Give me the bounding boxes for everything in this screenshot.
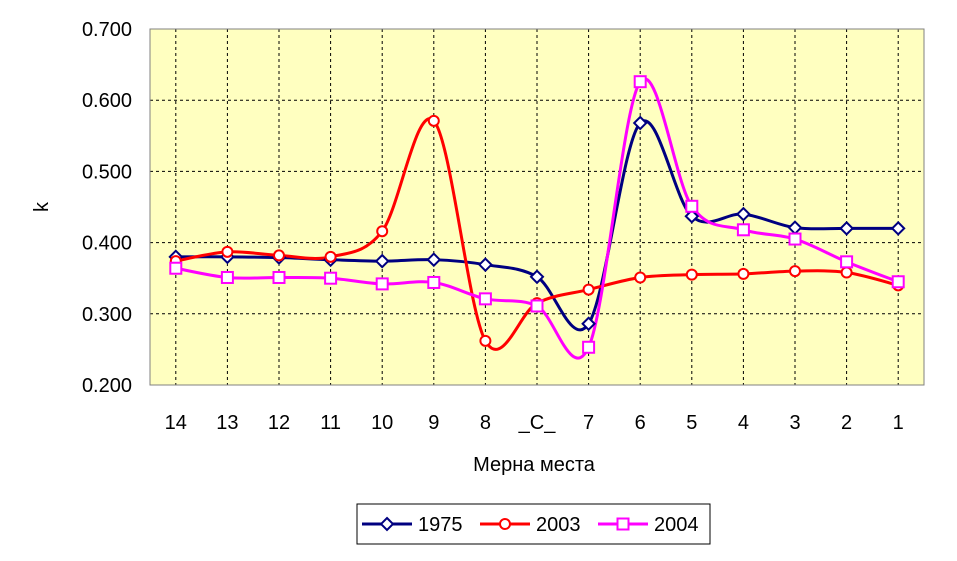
data-point-1975 bbox=[426, 252, 442, 268]
data-point-2004 bbox=[375, 277, 389, 291]
gridlines bbox=[150, 28, 924, 386]
data-point-2004 bbox=[891, 275, 905, 289]
data-point-2004 bbox=[633, 75, 647, 89]
y-axis-title: k bbox=[31, 201, 53, 212]
legend: 1975 2003 2004 bbox=[362, 514, 699, 536]
x-tick-label: 7 bbox=[583, 412, 594, 434]
series-line-2003 bbox=[175, 117, 899, 351]
data-point-2004 bbox=[169, 261, 183, 275]
legend-marker-1975 bbox=[379, 516, 395, 532]
y-tick-label: 0.300 bbox=[82, 304, 132, 326]
y-tick-label: 0.700 bbox=[82, 19, 132, 41]
x-tick-label: 12 bbox=[268, 412, 290, 434]
data-point-2004 bbox=[324, 271, 338, 285]
data-point-1975 bbox=[374, 253, 390, 269]
data-point-2003 bbox=[634, 271, 647, 284]
data-point-2004 bbox=[685, 199, 699, 213]
data-point-2004 bbox=[272, 270, 286, 284]
x-tick-label: 13 bbox=[216, 412, 238, 434]
legend-label: 1975 bbox=[418, 514, 463, 536]
x-axis-title: Мерна места bbox=[473, 454, 596, 476]
data-point-2003 bbox=[427, 114, 440, 127]
x-tick-label: 2 bbox=[841, 412, 852, 434]
legend-label: 2003 bbox=[536, 514, 581, 536]
y-tick-label: 0.600 bbox=[82, 90, 132, 112]
legend-label: 2004 bbox=[654, 514, 699, 536]
data-point-1975 bbox=[632, 115, 648, 131]
data-point-2003 bbox=[685, 268, 698, 281]
x-tick-label: 14 bbox=[165, 412, 187, 434]
data-point-1975 bbox=[735, 206, 751, 222]
x-tick-label: 6 bbox=[635, 412, 646, 434]
data-point-2004 bbox=[582, 340, 596, 354]
data-point-2004 bbox=[736, 223, 750, 237]
y-axis-tick-labels: 0.700 0.600 0.500 0.400 0.300 0.200 bbox=[82, 19, 132, 397]
x-tick-label: 1 bbox=[893, 412, 904, 434]
x-tick-label: 11 bbox=[320, 412, 341, 434]
data-point-2003 bbox=[479, 334, 492, 347]
data-point-2003 bbox=[789, 265, 801, 278]
legend-box bbox=[356, 503, 711, 545]
data-point-2003 bbox=[582, 283, 595, 296]
x-tick-label: 4 bbox=[738, 412, 749, 434]
series-line-2004 bbox=[175, 77, 899, 360]
data-point-1975 bbox=[890, 220, 906, 236]
data-point-2003 bbox=[737, 267, 750, 280]
x-tick-label: 9 bbox=[428, 412, 439, 434]
data-point-2003 bbox=[221, 245, 234, 258]
data-point-2004 bbox=[788, 232, 802, 246]
data-point-1975 bbox=[684, 208, 700, 224]
legend-marker-2003 bbox=[499, 518, 511, 530]
x-tick-label: 8 bbox=[480, 412, 491, 434]
data-point-1975 bbox=[581, 316, 597, 332]
x-tick-label: _C_ bbox=[518, 412, 557, 434]
data-point-2004 bbox=[220, 270, 234, 284]
x-axis-tick-labels: 14 13 12 11 10 9 8 _C_ 7 6 5 4 3 2 1 bbox=[165, 412, 904, 434]
data-point-2004 bbox=[478, 292, 492, 306]
plot-area-border bbox=[149, 28, 925, 386]
legend-marker-2004 bbox=[616, 517, 630, 531]
x-tick-label: 3 bbox=[789, 412, 800, 434]
data-point-2004 bbox=[530, 299, 544, 313]
y-tick-label: 0.500 bbox=[82, 161, 132, 183]
y-tick-label: 0.400 bbox=[82, 233, 132, 255]
series-group bbox=[168, 75, 906, 360]
data-point-1975 bbox=[839, 220, 855, 236]
y-tick-label: 0.200 bbox=[82, 375, 132, 397]
x-tick-label: 5 bbox=[686, 412, 697, 434]
data-point-2003 bbox=[840, 266, 853, 279]
data-point-2004 bbox=[427, 275, 441, 289]
data-point-2003 bbox=[273, 249, 285, 262]
data-point-1975 bbox=[477, 257, 493, 273]
data-point-2003 bbox=[324, 250, 337, 263]
data-point-2004 bbox=[840, 255, 854, 269]
data-point-1975 bbox=[529, 269, 545, 285]
x-tick-label: 10 bbox=[371, 412, 393, 434]
data-point-2003 bbox=[376, 225, 389, 238]
